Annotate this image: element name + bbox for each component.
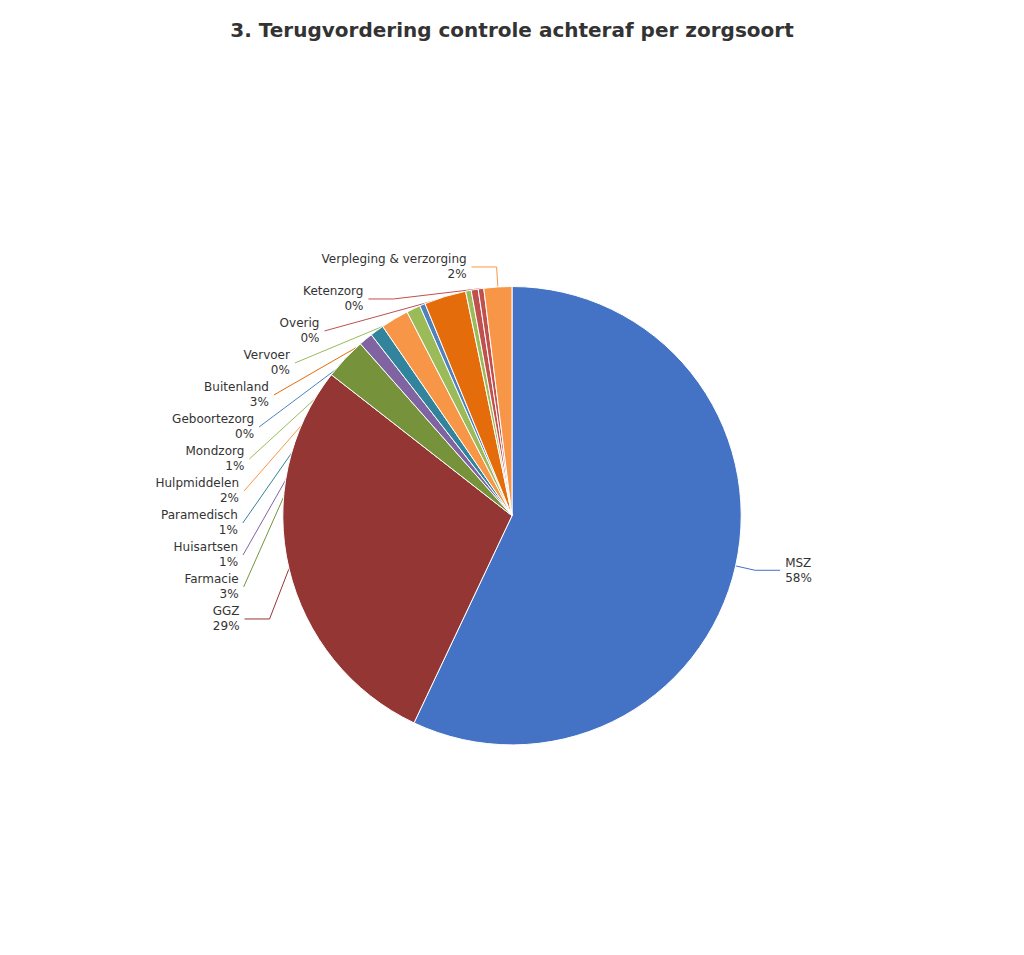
svg-text:2%: 2% xyxy=(448,267,467,281)
svg-text:3. Terugvordering controle ach: 3. Terugvordering controle achteraf per … xyxy=(230,18,794,42)
svg-text:1%: 1% xyxy=(225,459,244,473)
svg-text:Farmacie: Farmacie xyxy=(184,572,238,586)
svg-text:58%: 58% xyxy=(785,571,812,585)
svg-text:0%: 0% xyxy=(235,427,254,441)
svg-text:3%: 3% xyxy=(250,395,269,409)
svg-text:29%: 29% xyxy=(213,619,240,633)
svg-text:GGZ: GGZ xyxy=(213,604,240,618)
svg-text:1%: 1% xyxy=(219,555,238,569)
svg-text:2%: 2% xyxy=(220,491,239,505)
svg-text:Verpleging & verzorging: Verpleging & verzorging xyxy=(322,252,467,266)
svg-text:Overig: Overig xyxy=(280,316,320,330)
svg-text:Ketenzorg: Ketenzorg xyxy=(303,284,363,298)
svg-text:Hulpmiddelen: Hulpmiddelen xyxy=(155,476,239,490)
svg-text:MSZ: MSZ xyxy=(785,556,811,570)
svg-text:Huisartsen: Huisartsen xyxy=(174,540,238,554)
svg-text:0%: 0% xyxy=(271,363,290,377)
svg-text:Geboortezorg: Geboortezorg xyxy=(172,412,254,426)
svg-text:0%: 0% xyxy=(300,331,319,345)
svg-text:3%: 3% xyxy=(220,587,239,601)
svg-text:Mondzorg: Mondzorg xyxy=(185,444,244,458)
svg-text:Buitenland: Buitenland xyxy=(204,380,269,394)
svg-text:Vervoer: Vervoer xyxy=(244,348,290,362)
svg-text:0%: 0% xyxy=(344,299,363,313)
svg-text:1%: 1% xyxy=(219,523,238,537)
svg-text:Paramedisch: Paramedisch xyxy=(161,508,238,522)
